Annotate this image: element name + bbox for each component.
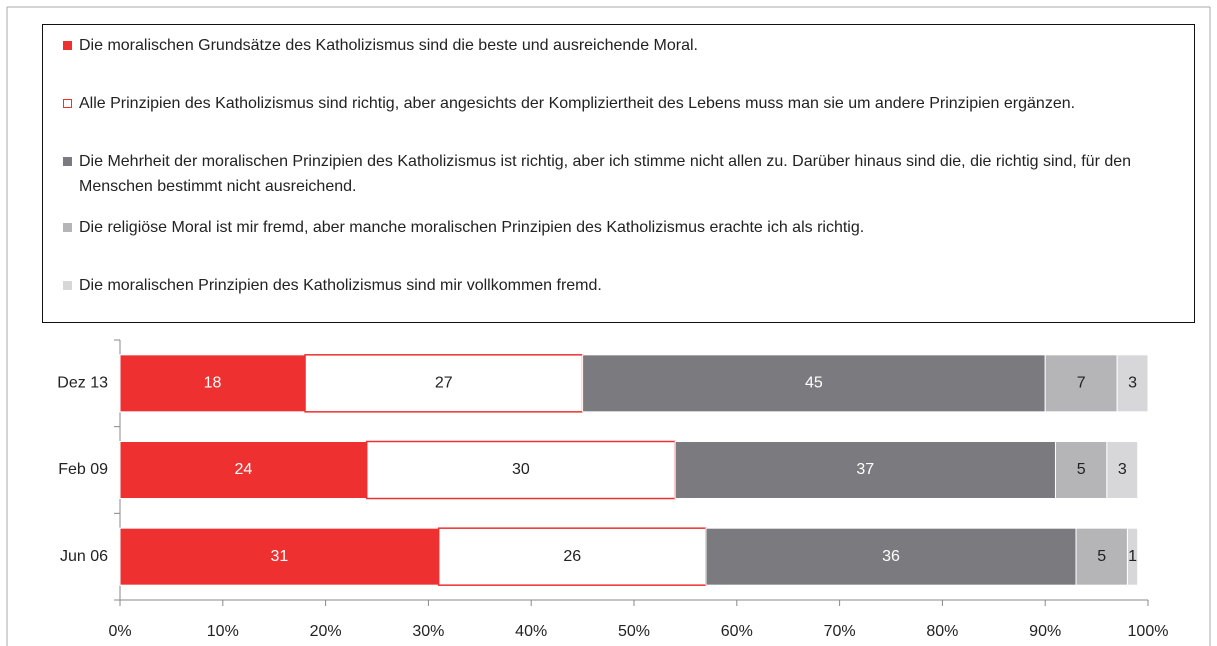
legend-item: Die moralischen Grundsätze des Katholizi… <box>61 33 1186 58</box>
data-label: 37 <box>856 461 874 478</box>
legend-marker <box>63 41 72 50</box>
data-label: 1 <box>1128 548 1137 565</box>
legend-marker <box>63 281 72 290</box>
data-label: 7 <box>1077 375 1086 392</box>
data-label: 18 <box>204 375 222 392</box>
data-label: 30 <box>512 461 530 478</box>
legend-label: Die religiöse Moral ist mir fremd, aber … <box>79 219 865 236</box>
x-tick-label: 40% <box>515 623 547 640</box>
legend-marker <box>63 223 72 232</box>
legend-label: Die Mehrheit der moralischen Prinzipien … <box>79 153 1132 195</box>
bar-segment <box>119 354 306 413</box>
bar-segment <box>705 527 1077 586</box>
y-tick-label: Feb 09 <box>58 461 108 478</box>
legend-item: Die Mehrheit der moralischen Prinzipien … <box>61 149 1186 199</box>
legend: Die moralischen Grundsätze des Katholizi… <box>42 24 1195 323</box>
data-label: 26 <box>563 548 581 565</box>
bar-segment <box>1044 354 1118 413</box>
data-label: 36 <box>882 548 900 565</box>
bar-segment <box>119 527 440 586</box>
x-tick-label: 70% <box>824 623 856 640</box>
data-label: 5 <box>1097 548 1106 565</box>
x-tick-label: 10% <box>207 623 239 640</box>
data-label: 27 <box>435 375 453 392</box>
bar-segment <box>1116 354 1149 413</box>
data-label: 3 <box>1128 375 1137 392</box>
x-tick-label: 0% <box>108 623 131 640</box>
legend-item: Alle Prinzipien des Katholizismus sind r… <box>61 91 1186 116</box>
bar-segment <box>1054 441 1108 499</box>
legend-marker <box>63 157 72 166</box>
bar-segment <box>365 440 676 500</box>
bar-segment <box>582 354 1046 413</box>
data-label: 5 <box>1077 461 1086 478</box>
legend-label: Alle Prinzipien des Katholizismus sind r… <box>79 95 1076 112</box>
legend-label: Die moralischen Grundsätze des Katholizi… <box>79 37 698 54</box>
bar-segment <box>674 441 1056 499</box>
data-label: 31 <box>270 548 288 565</box>
bar-segment <box>1106 441 1139 499</box>
bar-segment <box>437 527 707 586</box>
x-tick-label: 60% <box>721 623 753 640</box>
legend-item: Die religiöse Moral ist mir fremd, aber … <box>61 215 1186 240</box>
x-tick-label: 50% <box>618 623 650 640</box>
bar-segment <box>119 441 368 499</box>
y-tick-label: Jun 06 <box>60 548 108 565</box>
legend-marker <box>63 99 72 108</box>
legend-item: Die moralischen Prinzipien des Katholizi… <box>61 273 1186 298</box>
legend-label: Die moralischen Prinzipien des Katholizi… <box>79 277 602 294</box>
x-tick-label: 30% <box>412 623 444 640</box>
x-tick-label: 100% <box>1128 623 1169 640</box>
data-label: 24 <box>234 461 252 478</box>
data-label: 3 <box>1118 461 1127 478</box>
x-tick-label: 90% <box>1029 623 1061 640</box>
x-tick-label: 80% <box>926 623 958 640</box>
x-tick-label: 20% <box>310 623 342 640</box>
bar-segment <box>1126 527 1139 586</box>
data-label: 45 <box>805 375 823 392</box>
y-tick-label: Dez 13 <box>57 375 108 392</box>
